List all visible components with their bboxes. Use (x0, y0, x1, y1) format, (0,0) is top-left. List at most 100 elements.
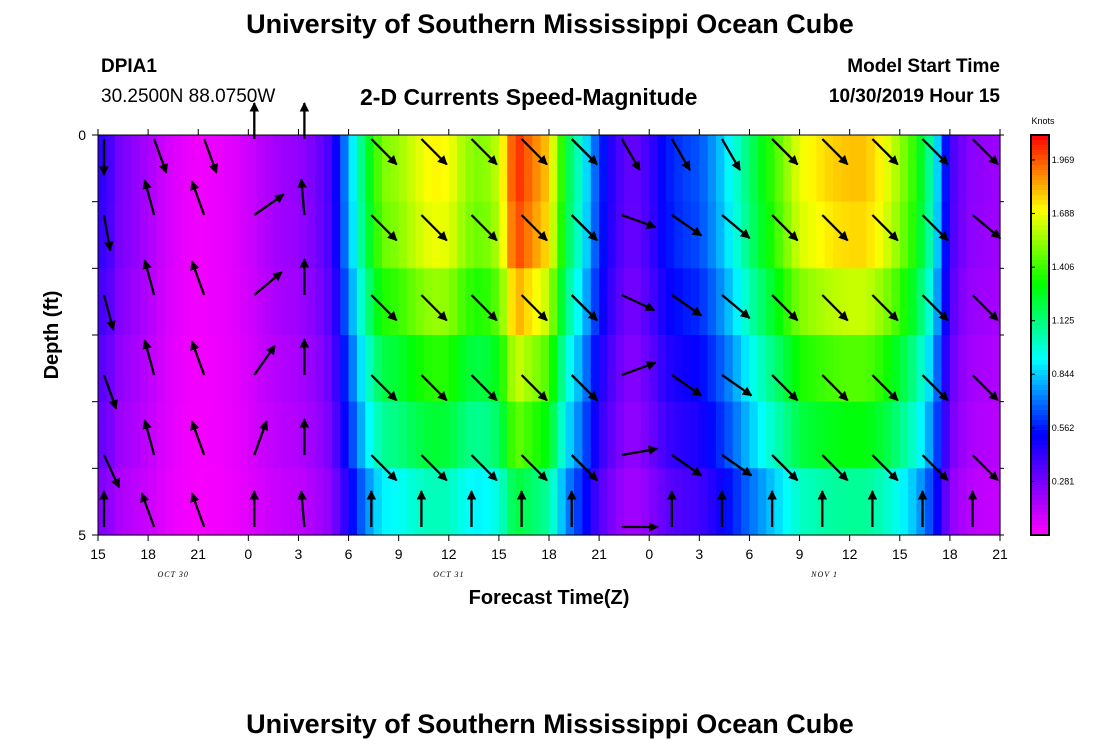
heatmap-cell (716, 401, 725, 469)
heatmap-cell (448, 468, 458, 536)
heatmap-cell (924, 135, 934, 203)
heatmap-cell (665, 335, 675, 403)
heatmap-cell (607, 268, 617, 336)
heatmap-cell (415, 401, 425, 469)
heatmap-cell (131, 135, 141, 203)
heatmap-cell (807, 468, 817, 536)
heatmap-cell (640, 335, 650, 403)
heatmap-cell (632, 401, 642, 469)
heatmap-cell (498, 135, 508, 203)
colorbar-segment (1031, 485, 1049, 491)
heatmap-cell (565, 468, 575, 536)
heatmap-cell (933, 401, 943, 469)
heatmap-cell (256, 468, 266, 536)
heatmap-cell (582, 335, 592, 403)
heatmap-cell (123, 268, 133, 336)
x-tick-label: 18 (942, 546, 958, 562)
heatmap-cell (615, 268, 625, 336)
current-arrow (190, 492, 206, 528)
heatmap-cell (766, 135, 776, 203)
heatmap-cell (340, 135, 350, 203)
colorbar-segment (1031, 325, 1049, 331)
heatmap-cell (407, 268, 416, 336)
current-arrow (570, 374, 599, 402)
heatmap-cell (657, 335, 667, 403)
heatmap-cell (532, 268, 542, 336)
heatmap-cell (448, 201, 458, 269)
heatmap-cell (933, 268, 943, 336)
heatmap-cell (782, 335, 792, 403)
heatmap-cell (899, 201, 909, 269)
heatmap-cell (674, 268, 684, 336)
heatmap-cell (239, 468, 249, 536)
current-arrow (470, 454, 498, 482)
heatmap-cell (148, 268, 158, 336)
colorbar-segment (1031, 190, 1049, 196)
heatmap-cell (298, 401, 308, 469)
heatmap-cell (189, 335, 199, 403)
heatmap-cell (156, 468, 166, 536)
heatmap-cell (206, 401, 216, 469)
colorbar-segment (1031, 490, 1049, 496)
heatmap-cell (690, 201, 700, 269)
colorbar-segment (1031, 240, 1049, 246)
heatmap-cell (348, 135, 358, 203)
heatmap-cell (665, 201, 675, 269)
heatmap-cell (766, 468, 776, 536)
heatmap-cell (373, 401, 383, 469)
heatmap-cell (582, 201, 592, 269)
heatmap-cell (407, 201, 416, 269)
heatmap-cell (98, 468, 107, 536)
heatmap-cell (498, 201, 508, 269)
heatmap-cell (515, 135, 525, 203)
heatmap-cell (173, 201, 183, 269)
current-arrow (971, 454, 999, 482)
heatmap-cell (181, 401, 191, 469)
colorbar-segment (1031, 230, 1049, 236)
heatmap-cell (465, 468, 475, 536)
heatmap-cell (331, 335, 341, 403)
heatmap-cell (933, 468, 943, 536)
heatmap-cell (189, 268, 199, 336)
heatmap-cell (381, 201, 391, 269)
heatmap-cell (315, 135, 325, 203)
heatmap-cell (665, 401, 675, 469)
heatmap-cell (649, 135, 659, 203)
heatmap-cell (866, 401, 876, 469)
heatmap-cell (849, 335, 859, 403)
heatmap-cell (832, 401, 842, 469)
current-arrow (142, 179, 156, 216)
current-arrow (420, 214, 448, 242)
colorbar-segment (1031, 455, 1049, 461)
colorbar-segment (1031, 260, 1049, 266)
heatmap-cell (440, 335, 450, 403)
heatmap-cell (482, 335, 492, 403)
heatmap-cell (490, 135, 500, 203)
heatmap-cell (265, 335, 274, 403)
colorbar-frame (1030, 134, 1050, 536)
heatmap-cell (549, 201, 558, 269)
current-arrow (102, 374, 118, 410)
heatmap-cell (832, 268, 842, 336)
colorbar-segment (1031, 165, 1049, 171)
heatmap-cell (507, 401, 517, 469)
colorbar-segment (1031, 500, 1049, 506)
current-arrow (871, 214, 899, 242)
heatmap-cell (599, 268, 609, 336)
heatmap-cell (290, 268, 300, 336)
heatmap-cell (465, 335, 475, 403)
current-arrow (621, 213, 657, 229)
heatmap-cell (858, 335, 867, 403)
current-arrow (520, 214, 548, 242)
heatmap-cell (206, 201, 216, 269)
current-arrow (871, 374, 899, 402)
colorbar-segment (1031, 305, 1049, 311)
heatmap-cell (465, 401, 475, 469)
heatmap-cell (239, 135, 249, 203)
heatmap-cell (640, 468, 650, 536)
heatmap-cell (465, 268, 475, 336)
heatmap-cell (331, 268, 341, 336)
heatmap-cell (891, 401, 901, 469)
heatmap-cell (223, 268, 233, 336)
colorbar-segment (1031, 275, 1049, 281)
